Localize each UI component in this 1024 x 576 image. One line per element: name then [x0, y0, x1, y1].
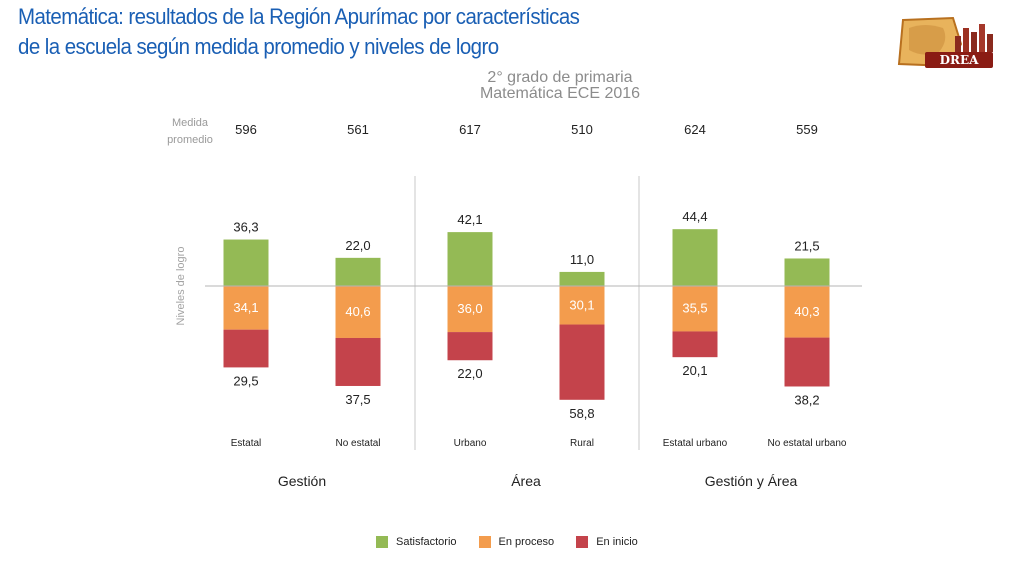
data-label-proceso-estatal: 34,1: [233, 300, 258, 315]
medida-promedio-urbano: 617: [459, 122, 481, 137]
data-label-satisfactorio-rural: 11,0: [570, 252, 594, 267]
bar-proceso-estatal-urbano: [672, 286, 718, 332]
bar-inicio-no-estatal: [335, 337, 381, 386]
group-label-area: Área: [511, 473, 541, 489]
data-label-inicio-estatal: 29,5: [233, 373, 258, 388]
bar-satisfactorio-no-estatal-urbano: [784, 258, 830, 286]
category-label-estatal: Estatal: [231, 438, 262, 449]
bar-satisfactorio-estatal: [223, 239, 269, 286]
data-label-proceso-estatal-urbano: 35,5: [682, 301, 707, 316]
category-label-estatal-urbano: Estatal urbano: [663, 438, 728, 449]
medida-promedio-no-estatal-urbano: 559: [796, 122, 818, 137]
bar-inicio-rural: [559, 324, 605, 400]
bar-satisfactorio-urbano: [447, 232, 493, 286]
measure-label-line-2: promedio: [167, 134, 213, 146]
category-label-no-estatal-urbano: No estatal urbano: [768, 438, 847, 449]
medida-promedio-estatal-urbano: 624: [684, 122, 706, 137]
legend-item-proceso: En proceso: [478, 536, 555, 548]
data-label-inicio-rural: 58,8: [569, 406, 594, 421]
bar-inicio-estatal: [223, 329, 269, 368]
data-label-satisfactorio-estatal: 36,3: [233, 220, 258, 235]
data-label-proceso-no-estatal: 40,6: [345, 304, 370, 319]
legend: Satisfactorio En proceso En inicio: [376, 536, 638, 548]
legend-swatch-satisfactorio: [376, 536, 388, 548]
legend-item-inicio: En inicio: [576, 536, 638, 548]
legend-label-inicio: En inicio: [596, 536, 638, 548]
legend-swatch-proceso: [478, 536, 491, 548]
data-label-inicio-no-estatal: 37,5: [345, 392, 370, 407]
data-label-inicio-estatal-urbano: 20,1: [682, 363, 707, 378]
slide-title: Matemática: resultados de la Región Apur…: [18, 2, 650, 62]
drea-logo: DREA: [897, 16, 993, 68]
bar-satisfactorio-rural: [559, 271, 605, 286]
bar-proceso-no-estatal-urbano: [784, 286, 830, 338]
bar-proceso-rural: [559, 286, 605, 325]
data-label-satisfactorio-no-estatal: 22,0: [345, 238, 370, 253]
group-label-gestion-y-area: Gestión y Área: [705, 473, 798, 489]
medida-promedio-rural: 510: [571, 122, 593, 137]
data-label-satisfactorio-urbano: 42,1: [457, 212, 482, 227]
data-label-proceso-urbano: 36,0: [457, 301, 482, 316]
data-label-satisfactorio-no-estatal-urbano: 21,5: [794, 238, 819, 253]
measure-label-line-1: Medida: [172, 117, 209, 129]
data-label-proceso-rural: 30,1: [569, 297, 594, 312]
medida-promedio-no-estatal: 561: [347, 122, 369, 137]
legend-label-proceso: En proceso: [498, 536, 555, 548]
logo-text: DREA: [940, 53, 980, 67]
subtitle-line-2: Matemática ECE 2016: [479, 85, 641, 102]
group-label-gestion: Gestión: [278, 473, 326, 489]
bar-satisfactorio-no-estatal: [335, 257, 381, 286]
data-label-proceso-no-estatal-urbano: 40,3: [794, 304, 819, 319]
title-line-1: Matemática: resultados de la Región Apur…: [18, 4, 580, 29]
bar-inicio-no-estatal-urbano: [784, 337, 830, 387]
data-label-satisfactorio-estatal-urbano: 44,4: [682, 209, 707, 224]
bar-proceso-no-estatal: [335, 286, 381, 338]
y-axis-label: Niveles de logro: [175, 247, 187, 326]
data-label-inicio-no-estatal-urbano: 38,2: [794, 392, 819, 407]
bar-satisfactorio-estatal-urbano: [672, 229, 718, 286]
subtitle-line-1: 2° grado de primaria: [487, 69, 633, 86]
category-label-no-estatal: No estatal: [335, 438, 380, 449]
bar-inicio-estatal-urbano: [672, 331, 718, 358]
bar-proceso-estatal: [223, 286, 269, 330]
chart-subtitle: 2° grado de primaria Matemática ECE 2016: [440, 70, 680, 102]
category-label-rural: Rural: [570, 438, 594, 449]
category-label-urbano: Urbano: [454, 438, 487, 449]
title-line-2: de la escuela según medida promedio y ni…: [18, 34, 499, 59]
bar-proceso-urbano: [447, 286, 493, 333]
bar-inicio-urbano: [447, 332, 493, 361]
legend-item-satisfactorio: Satisfactorio: [376, 536, 457, 548]
data-label-inicio-urbano: 22,0: [457, 366, 482, 381]
medida-promedio-estatal: 596: [235, 122, 257, 137]
legend-swatch-inicio: [576, 536, 589, 548]
legend-label-satisfactorio: Satisfactorio: [396, 536, 457, 548]
